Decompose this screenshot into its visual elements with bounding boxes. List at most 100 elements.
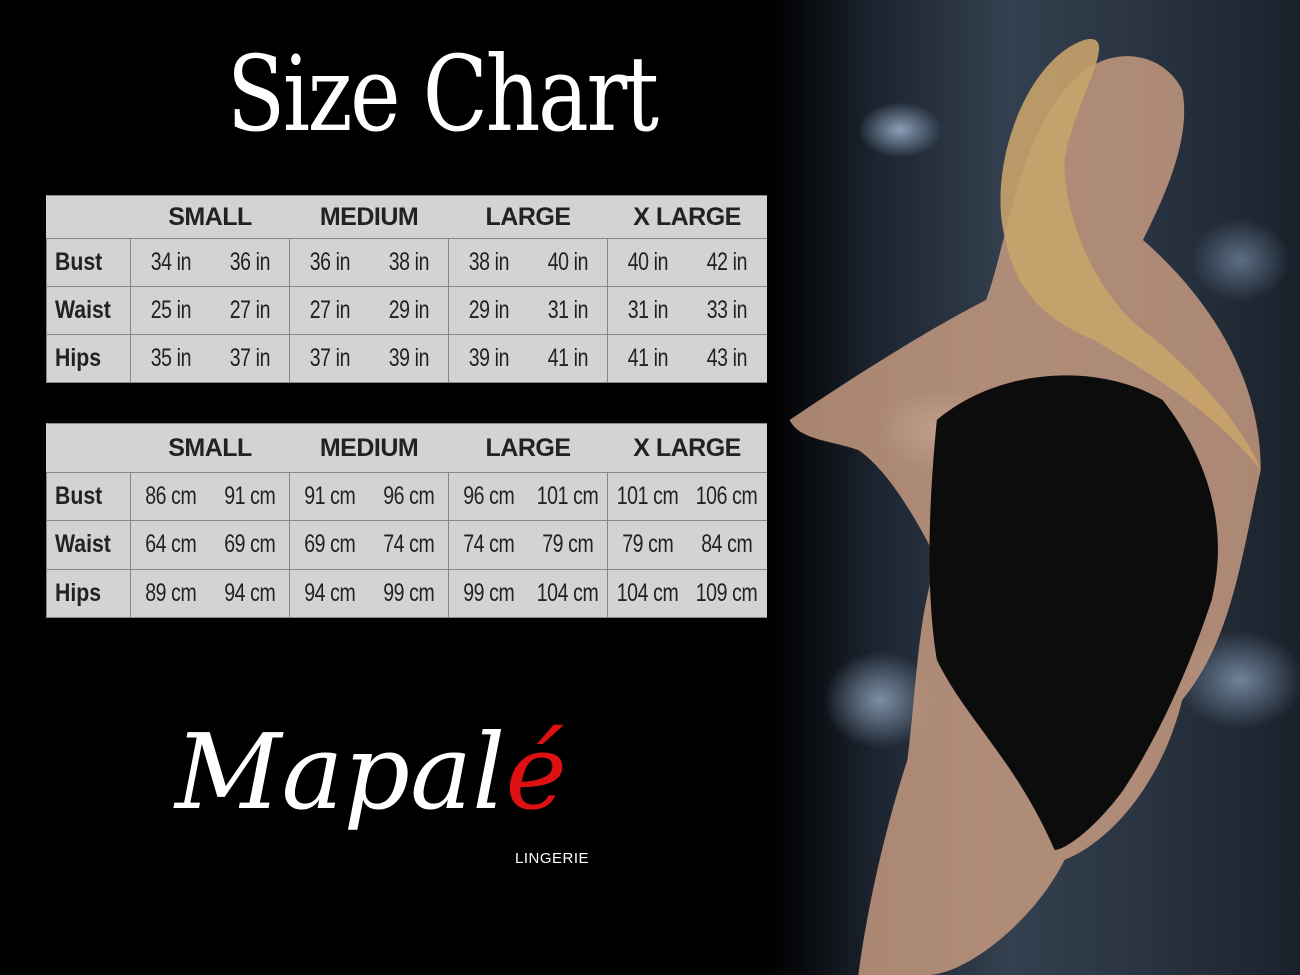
brand-logo: Mapalé LINGERIE — [175, 720, 615, 880]
measurement-cell: 84 cm — [687, 520, 767, 570]
measurement-value: 101 cm — [616, 482, 679, 511]
size-header-medium: MEDIUM — [289, 423, 449, 473]
measurement-value: 39 in — [388, 344, 429, 372]
measurement-value: 29 in — [468, 296, 509, 324]
measurement-cell: 74 cm — [369, 520, 449, 570]
measurement-value: 36 in — [229, 248, 270, 276]
size-header-row: SMALL MEDIUM LARGE X LARGE — [46, 195, 767, 239]
table-row-hips: Hips 35 in 37 in 37 in 39 in 39 in 41 in 41 in 4… — [46, 334, 767, 383]
measurement-cell: 109 cm — [687, 568, 767, 619]
measurement-cell: 38 in — [448, 238, 529, 287]
measurement-cell: 96 cm — [369, 471, 449, 522]
measurement-cell: 33 in — [687, 286, 767, 335]
measurement-cell: 43 in — [687, 334, 767, 383]
measurement-value: 27 in — [309, 296, 350, 324]
measurement-value: 41 in — [547, 344, 588, 372]
model-photo — [770, 0, 1300, 975]
measurement-cell: 91 cm — [210, 471, 290, 522]
size-header-row: SMALL MEDIUM LARGE X LARGE — [46, 423, 767, 473]
size-header-x-large: X LARGE — [607, 423, 767, 473]
measurement-cell: 36 in — [289, 238, 370, 287]
measurement-value: 79 cm — [541, 530, 594, 559]
measurement-value: 89 cm — [144, 578, 197, 607]
row-label: Bust — [55, 248, 103, 276]
measurement-cell: 27 in — [210, 286, 290, 335]
logo-wordmark: Mapalé — [175, 720, 567, 824]
row-label-cell: Hips — [46, 568, 131, 619]
size-header-medium: MEDIUM — [289, 195, 449, 239]
measurement-value: 99 cm — [462, 578, 515, 607]
measurement-value: 91 cm — [223, 482, 276, 511]
row-label: Waist — [55, 296, 111, 324]
measurement-cell: 41 in — [528, 334, 608, 383]
measurement-cell: 37 in — [289, 334, 370, 383]
row-label: Bust — [55, 482, 103, 511]
measurement-cell: 34 in — [130, 238, 210, 287]
measurement-value: 40 in — [547, 248, 588, 276]
measurement-cell: 101 cm — [607, 471, 688, 522]
measurement-value: 25 in — [150, 296, 191, 324]
measurement-cell: 99 cm — [448, 568, 529, 619]
measurement-cell: 69 cm — [210, 520, 290, 570]
row-label-cell: Waist — [46, 286, 131, 335]
table-row-waist: Waist 64 cm 69 cm 69 cm 74 cm 74 cm 79 cm 79 cm… — [46, 520, 767, 570]
measurement-value: 38 in — [388, 248, 429, 276]
measurement-value: 74 cm — [382, 530, 435, 559]
measurement-value: 69 cm — [223, 530, 276, 559]
measurement-value: 43 in — [706, 344, 748, 372]
measurement-cell: 99 cm — [369, 568, 449, 619]
measurement-value: 31 in — [547, 296, 588, 324]
measurement-value: 79 cm — [621, 530, 674, 559]
measurement-cell: 69 cm — [289, 520, 370, 570]
table-row-waist: Waist 25 in 27 in 27 in 29 in 29 in 31 in 31 in… — [46, 286, 767, 335]
measurement-cell: 79 cm — [607, 520, 688, 570]
measurement-cell: 40 in — [528, 238, 608, 287]
measurement-value: 34 in — [150, 248, 191, 276]
measurement-value: 31 in — [627, 296, 668, 324]
size-header-small: SMALL — [130, 423, 290, 473]
table-row-bust: Bust 34 in 36 in 36 in 38 in 38 in 40 in 40 in 4… — [46, 238, 767, 287]
measurement-cell: 39 in — [448, 334, 529, 383]
measurement-cell: 37 in — [210, 334, 290, 383]
measurement-cell: 31 in — [607, 286, 688, 335]
row-label: Hips — [55, 578, 102, 607]
measurement-value: 106 cm — [695, 482, 758, 511]
size-header-large: LARGE — [448, 423, 608, 473]
measurement-cell: 35 in — [130, 334, 210, 383]
row-label-cell: Hips — [46, 334, 131, 383]
measurement-value: 39 in — [468, 344, 509, 372]
row-label: Hips — [55, 344, 102, 372]
size-table-centimeters: SMALL MEDIUM LARGE X LARGE Bust 86 cm 91 cm 91 … — [46, 423, 767, 619]
measurement-cell: 74 cm — [448, 520, 529, 570]
table-row-hips: Hips 89 cm 94 cm 94 cm 99 cm 99 cm 104 cm 104 c… — [46, 568, 767, 619]
measurement-cell: 40 in — [607, 238, 688, 287]
measurement-cell: 104 cm — [528, 568, 608, 619]
logo-name-main: Mapal — [175, 711, 506, 833]
measurement-value: 94 cm — [223, 578, 276, 607]
logo-subtitle: LINGERIE — [515, 850, 590, 867]
measurement-cell: 25 in — [130, 286, 210, 335]
row-label-cell: Bust — [46, 471, 131, 522]
row-label-cell: Bust — [46, 238, 131, 287]
measurement-cell: 91 cm — [289, 471, 370, 522]
measurement-cell: 86 cm — [130, 471, 210, 522]
measurement-cell: 29 in — [448, 286, 529, 335]
measurement-value: 109 cm — [695, 578, 758, 607]
measurement-value: 40 in — [627, 248, 668, 276]
page-title: Size Chart — [226, 33, 659, 155]
measurement-cell: 38 in — [369, 238, 449, 287]
model-figure-image — [789, 39, 1261, 975]
measurement-value: 104 cm — [536, 578, 599, 607]
measurement-cell: 89 cm — [130, 568, 210, 619]
measurement-cell: 79 cm — [528, 520, 608, 570]
measurement-value: 104 cm — [616, 578, 679, 607]
measurement-value: 99 cm — [382, 578, 435, 607]
measurement-value: 35 in — [150, 344, 191, 372]
measurement-value: 29 in — [388, 296, 429, 324]
measurement-value: 94 cm — [303, 578, 356, 607]
measurement-cell: 96 cm — [448, 471, 529, 522]
measurement-value: 37 in — [229, 344, 270, 372]
size-header-small: SMALL — [130, 195, 290, 239]
measurement-value: 38 in — [468, 248, 509, 276]
